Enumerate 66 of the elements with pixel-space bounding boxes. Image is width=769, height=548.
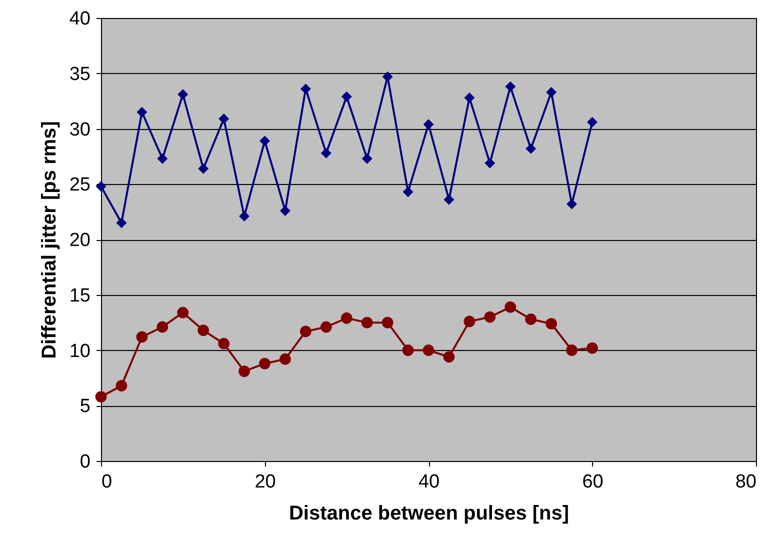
point — [259, 358, 270, 370]
point — [238, 366, 250, 377]
point — [341, 91, 352, 102]
y-tick-label: 15 — [69, 285, 90, 306]
point — [198, 163, 209, 174]
y-tick-label: 10 — [69, 340, 90, 362]
x-tick-label: 40 — [418, 472, 440, 492]
point — [260, 136, 270, 146]
point — [136, 106, 148, 118]
point — [504, 301, 516, 313]
point — [443, 351, 455, 363]
y-tick-label: 20 — [69, 230, 90, 251]
point — [444, 194, 454, 205]
point — [422, 344, 434, 356]
point — [116, 380, 128, 392]
point — [320, 148, 332, 158]
point — [505, 81, 516, 92]
point — [95, 391, 107, 402]
x-axis-title: Distance between pulses [ns] — [288, 502, 570, 524]
y-tick-label: 5 — [80, 396, 90, 418]
point — [586, 342, 598, 354]
point — [484, 311, 496, 323]
point — [218, 338, 230, 350]
x-tick-label: 80 — [735, 472, 756, 492]
point — [525, 314, 537, 325]
point — [300, 84, 311, 94]
x-tick-label: 20 — [254, 472, 276, 492]
point — [484, 158, 496, 168]
point — [340, 312, 352, 324]
point — [280, 353, 291, 365]
point — [402, 186, 414, 198]
point — [156, 321, 168, 333]
point — [300, 326, 312, 338]
point — [177, 306, 189, 318]
y-axis-title: Differential jitter [ps rms] — [38, 121, 60, 359]
y-tick-label: 30 — [69, 119, 90, 140]
point — [198, 324, 210, 336]
point — [402, 344, 414, 356]
point — [546, 86, 557, 98]
point — [464, 316, 476, 328]
y-tick-label: 0 — [80, 452, 90, 472]
point — [382, 71, 393, 82]
point — [423, 119, 434, 130]
point — [362, 153, 372, 164]
y-tick-label: 35 — [69, 64, 90, 85]
point — [96, 181, 106, 192]
x-tick-label: 0 — [102, 472, 112, 492]
y-tick-label: 25 — [69, 174, 90, 196]
point — [566, 198, 578, 210]
point — [218, 114, 230, 124]
point — [178, 89, 188, 100]
point — [587, 116, 598, 128]
point — [136, 331, 148, 343]
point — [361, 316, 373, 328]
point — [116, 218, 127, 228]
point — [566, 344, 578, 356]
point — [157, 153, 168, 164]
y-tick-label: 40 — [69, 8, 90, 30]
point — [382, 316, 394, 328]
point — [280, 205, 290, 216]
point — [239, 211, 250, 222]
point — [546, 318, 558, 330]
point — [464, 92, 475, 103]
point — [526, 143, 536, 154]
point — [320, 321, 332, 333]
x-tick-label: 60 — [582, 472, 604, 492]
